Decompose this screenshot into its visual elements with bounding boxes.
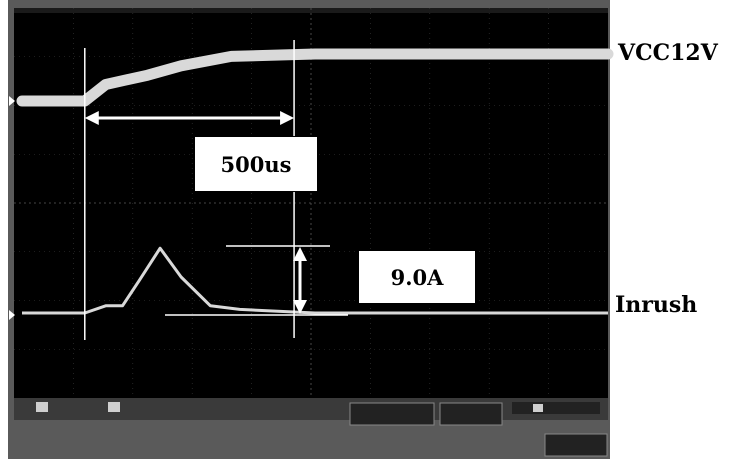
amplitude-arrow-bottom-head: [293, 300, 307, 314]
peak-current-label: 9.0A: [358, 250, 476, 304]
inrush-label: Inrush: [615, 292, 698, 318]
vcc12v-label: VCC12V: [618, 40, 718, 66]
time-span-label: 500us: [194, 136, 318, 192]
ch1-badge: [36, 402, 48, 412]
status-bar: [14, 398, 608, 457]
ch1-level-marker: [9, 96, 15, 106]
top-tick-bar: [14, 8, 608, 13]
samplerate-box: [439, 402, 503, 426]
clock-box: [544, 433, 608, 457]
span-arrow-right-head: [280, 111, 295, 125]
scope-graticule: [14, 8, 608, 398]
inrush-trace: [22, 246, 608, 315]
span-arrow-left-head: [84, 111, 99, 125]
vcc12v-trace: [16, 48, 614, 107]
ch2-badge: [108, 402, 120, 412]
trigger-badge: [533, 404, 543, 412]
ch2-level-marker: [9, 310, 15, 320]
trigger-box: [512, 402, 600, 414]
amplitude-arrow-top-head: [293, 247, 307, 261]
timebase-box: [349, 402, 435, 426]
